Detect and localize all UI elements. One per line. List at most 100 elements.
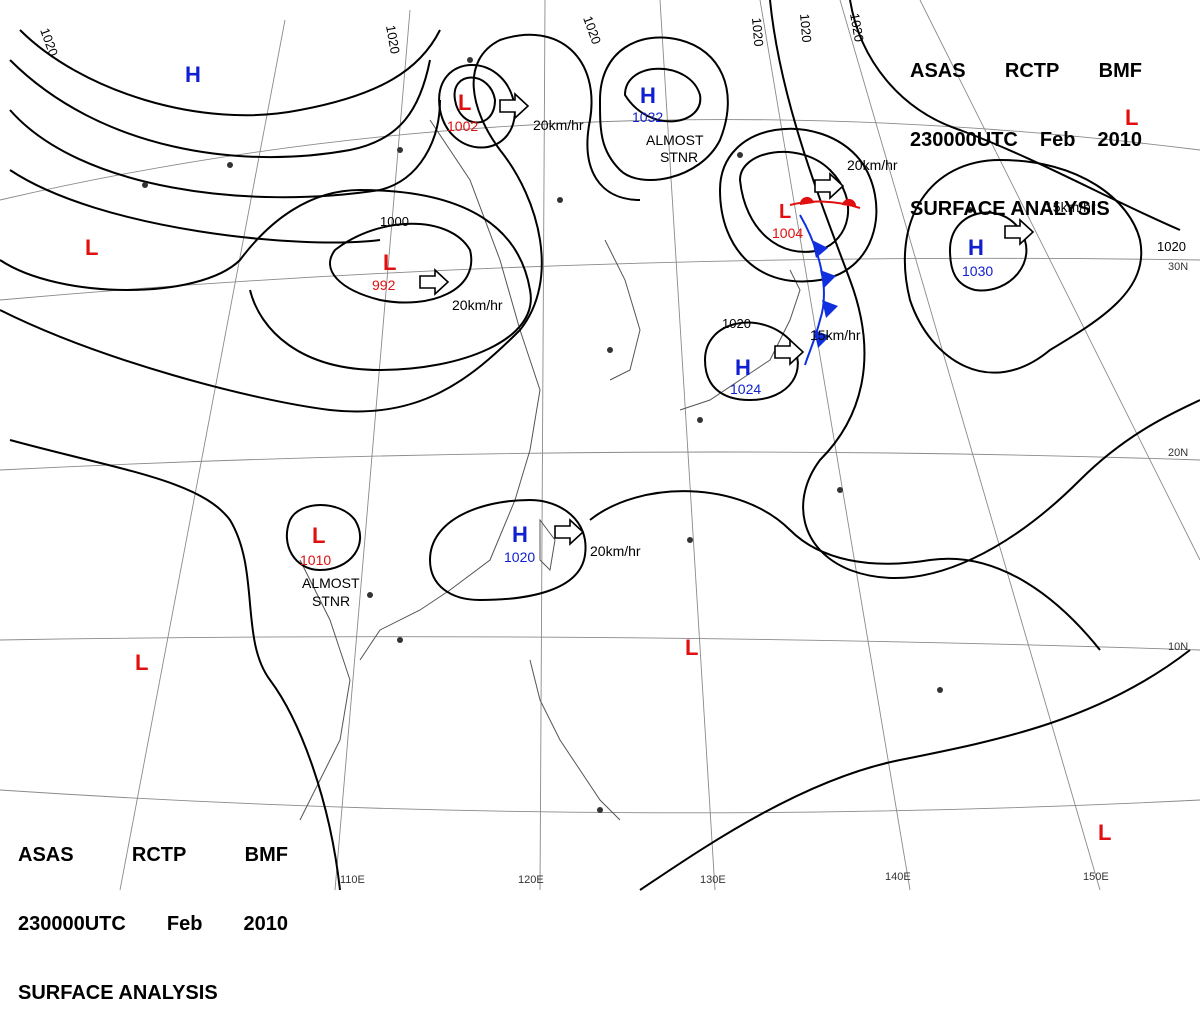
longitude-label: 140E [885,871,911,883]
note-text: STNR [312,593,350,609]
philippines-coast [529,659,621,821]
latitude-label: 20N [1168,447,1188,459]
isobar [948,211,1028,292]
isobar [623,67,702,123]
motion-label: 20km/hr [533,117,584,133]
isobar [428,498,587,602]
station-dot [142,182,148,188]
station-dot [397,637,403,643]
isobar [453,76,497,124]
isobar [285,504,361,572]
note-text: ALMOST [646,132,704,148]
japan-coast [679,269,801,411]
isobar-label: 1020 [722,316,751,331]
station-plots [142,57,973,813]
station-dot [607,347,613,353]
low-symbol: L [85,235,98,260]
station-dot [687,537,693,543]
map-header-bottom: ASAS RCTP BMF 230000UTC Feb 2010 SURFACE… [18,798,288,1028]
header-product: BMF [244,844,288,866]
station-dot [557,197,563,203]
isobar [9,59,431,159]
isobar [9,169,381,244]
meridian-130e [659,0,716,891]
parallel-40n [0,119,1200,201]
motion-arrow-icon [814,172,845,200]
high-pressure-value: 1032 [632,109,663,125]
header-line-3: SURFACE ANALYSIS [910,198,1110,220]
high-symbol: H [512,522,528,547]
station-dot [397,147,403,153]
cold-front-triangle [820,270,836,288]
header-product: BMF [1098,60,1142,82]
isobar [703,321,799,402]
motion-arrow-icon [554,518,585,546]
motion-arrows [419,92,1035,546]
station-dot [837,487,843,493]
header-line-2: 230000UTC Feb 2010 [18,913,288,936]
longitude-label: 150E [1083,871,1109,883]
cold-front-triangle [822,300,838,318]
isobar-labels: 1020 1020 1020 1020 1020 1020 1000 1020 … [37,12,1186,331]
isobar [903,158,1143,374]
center-notes: ALMOST STNR ALMOST STNR [302,132,704,609]
latitude-label: 30N [1168,261,1188,273]
station-dot [967,207,973,213]
low-symbol: L [312,523,325,548]
isobar-label: 1000 [380,214,409,229]
station-dot [697,417,703,423]
meridian-160e [919,0,1200,561]
latitude-label: 10N [1168,641,1188,653]
low-symbol: L [383,250,396,275]
warm-front-semicircle [799,196,814,205]
isobar-label: 1020 [847,12,867,43]
coastlines [299,119,801,821]
note-text: STNR [660,149,698,165]
header-station: RCTP [1004,60,1060,82]
meridian-140e [759,0,911,891]
high-pressure-value: 1020 [504,549,535,565]
header-month: Feb [1039,129,1076,151]
station-dot [937,687,943,693]
isobar [329,222,473,304]
fronts [789,196,861,366]
header-line-1: ASAS RCTP BMF [910,60,1142,83]
header-time: 230000UTC [18,913,126,935]
parallel-30n [0,257,1200,301]
low-pressure-values: 1002 992 1004 1010 [300,118,803,568]
high-pressure-values: 1032 1030 1024 1020 [504,109,993,565]
longitude-label: 110E [340,874,365,886]
meridian-150e [839,0,1101,891]
header-line-3: SURFACE ANALYSIS [18,982,218,1004]
surface-analysis-map: 1020 1020 1020 1020 1020 1020 1000 1020 … [0,0,1200,891]
high-symbol: H [968,235,984,260]
station-dot [597,807,603,813]
meridian-100e [119,19,286,891]
isobar-label: 1020 [1157,239,1186,254]
isobar [598,36,729,181]
motion-label: 15km/hr [1045,199,1096,215]
motion-arrow-icon [499,92,530,120]
isobar [9,99,441,199]
meridian-120e [539,0,546,891]
graticule [0,0,1200,891]
low-symbol: L [779,201,791,223]
high-symbol: H [735,355,751,380]
isobar [718,127,878,283]
map-header-top: ASAS RCTP BMF 230000UTC Feb 2010 SURFACE… [910,14,1142,244]
header-source: ASAS [910,60,966,82]
cold-front-triangle [814,330,830,348]
high-pressure-value: 1030 [962,263,993,279]
header-time: 230000UTC [910,129,1018,151]
isobar [9,439,341,891]
longitude-label: 130E [700,874,726,886]
china-coast [359,119,541,661]
motion-labels: 20km/hr 20km/hr 20km/hr 15km/hr 20km/hr … [452,117,1096,559]
isobar [738,150,849,253]
motion-arrow-icon [774,338,805,366]
header-year: 2010 [243,913,289,935]
taiwan-coast [539,518,556,572]
isobar [0,33,641,413]
cold-front-triangle [812,240,828,258]
isobar [639,649,1191,891]
